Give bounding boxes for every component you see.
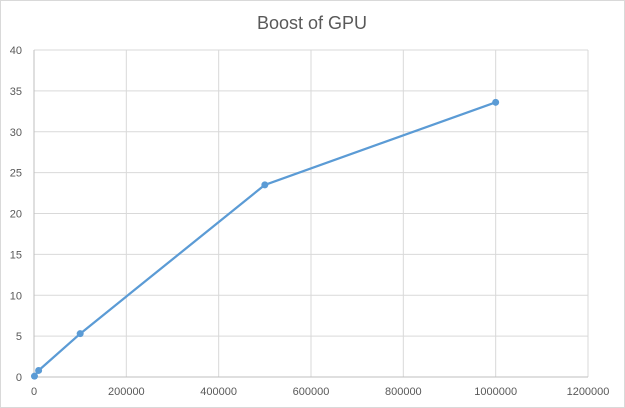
data-point: [492, 98, 500, 106]
x-tick-label: 1000000: [474, 386, 517, 398]
y-tick-label: 35: [10, 86, 22, 98]
x-tick-label: 800000: [385, 386, 422, 398]
tick-label-layer: 0 5 10 15 20 25 30 35 40 0 200000 400000 600000 80000…: [10, 45, 610, 398]
x-tick-label: 0: [31, 386, 37, 398]
grid-layer: [34, 49, 589, 377]
series-layer: [30, 98, 500, 380]
data-point: [76, 330, 84, 338]
chart-title: Boost of GPU: [257, 13, 367, 33]
y-tick-label: 0: [16, 372, 22, 384]
y-tick-label: 25: [10, 168, 22, 180]
y-tick-label: 20: [10, 209, 22, 221]
axis-layer: [33, 50, 588, 378]
x-tick-label: 1200000: [567, 386, 610, 398]
y-tick-label: 15: [10, 249, 22, 261]
y-tick-label: 30: [10, 127, 22, 139]
y-tick-label: 5: [16, 331, 22, 343]
data-point: [30, 372, 38, 380]
x-tick-label: 200000: [108, 386, 145, 398]
x-tick-label: 600000: [293, 386, 330, 398]
x-tick-label: 400000: [200, 386, 237, 398]
y-tick-label: 40: [10, 45, 22, 57]
data-point: [261, 181, 269, 189]
series-line: [33, 101, 497, 378]
y-tick-label: 10: [10, 290, 22, 302]
data-point: [35, 366, 43, 374]
